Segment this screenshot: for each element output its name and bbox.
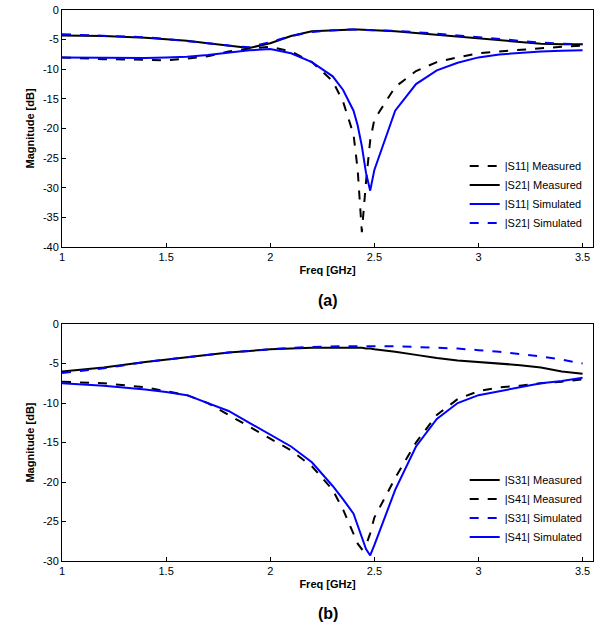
svg-text:-5: -5 — [49, 357, 59, 369]
svg-text:|S11| Measured: |S11| Measured — [505, 160, 581, 172]
svg-text:3.5: 3.5 — [575, 251, 590, 263]
svg-text:-15: -15 — [43, 93, 59, 105]
svg-text:-25: -25 — [43, 515, 59, 527]
svg-text:(b): (b) — [318, 605, 338, 622]
svg-text:-10: -10 — [43, 63, 59, 75]
svg-text:2: 2 — [267, 251, 273, 263]
svg-text:1.5: 1.5 — [158, 251, 173, 263]
svg-text:1: 1 — [59, 251, 65, 263]
svg-text:-20: -20 — [43, 122, 59, 134]
svg-text:-15: -15 — [43, 436, 59, 448]
svg-text:-10: -10 — [43, 397, 59, 409]
svg-text:|S31| Measured: |S31| Measured — [505, 474, 582, 486]
svg-text:|S31| Simulated: |S31| Simulated — [505, 512, 582, 524]
svg-text:2.5: 2.5 — [367, 251, 382, 263]
svg-text:Magnitude [dB]: Magnitude [dB] — [24, 402, 36, 482]
svg-text:-5: -5 — [49, 33, 59, 45]
svg-text:-40: -40 — [43, 241, 59, 253]
svg-text:|S11| Simulated: |S11| Simulated — [505, 198, 581, 210]
svg-text:(a): (a) — [318, 292, 338, 309]
svg-text:3: 3 — [475, 565, 481, 577]
svg-text:2: 2 — [267, 565, 273, 577]
svg-text:1.5: 1.5 — [158, 565, 173, 577]
svg-text:-25: -25 — [43, 152, 59, 164]
svg-text:-20: -20 — [43, 476, 59, 488]
svg-text:Freq [GHz]: Freq [GHz] — [299, 264, 356, 276]
svg-text:1: 1 — [59, 565, 65, 577]
svg-text:|S41| Simulated: |S41| Simulated — [505, 531, 582, 543]
svg-text:-30: -30 — [43, 182, 59, 194]
svg-text:|S41| Measured: |S41| Measured — [505, 493, 582, 505]
svg-text:|S21| Simulated: |S21| Simulated — [505, 217, 582, 229]
svg-text:-35: -35 — [43, 211, 59, 223]
svg-text:|S21| Measured: |S21| Measured — [505, 179, 582, 191]
svg-text:3: 3 — [475, 251, 481, 263]
svg-text:2.5: 2.5 — [367, 565, 382, 577]
svg-text:3.5: 3.5 — [575, 565, 590, 577]
svg-text:0: 0 — [53, 4, 59, 16]
svg-text:Magnitude [dB]: Magnitude [dB] — [24, 88, 36, 168]
svg-text:-30: -30 — [43, 555, 59, 567]
svg-text:Freq [GHz]: Freq [GHz] — [299, 578, 356, 590]
svg-text:0: 0 — [53, 318, 59, 330]
